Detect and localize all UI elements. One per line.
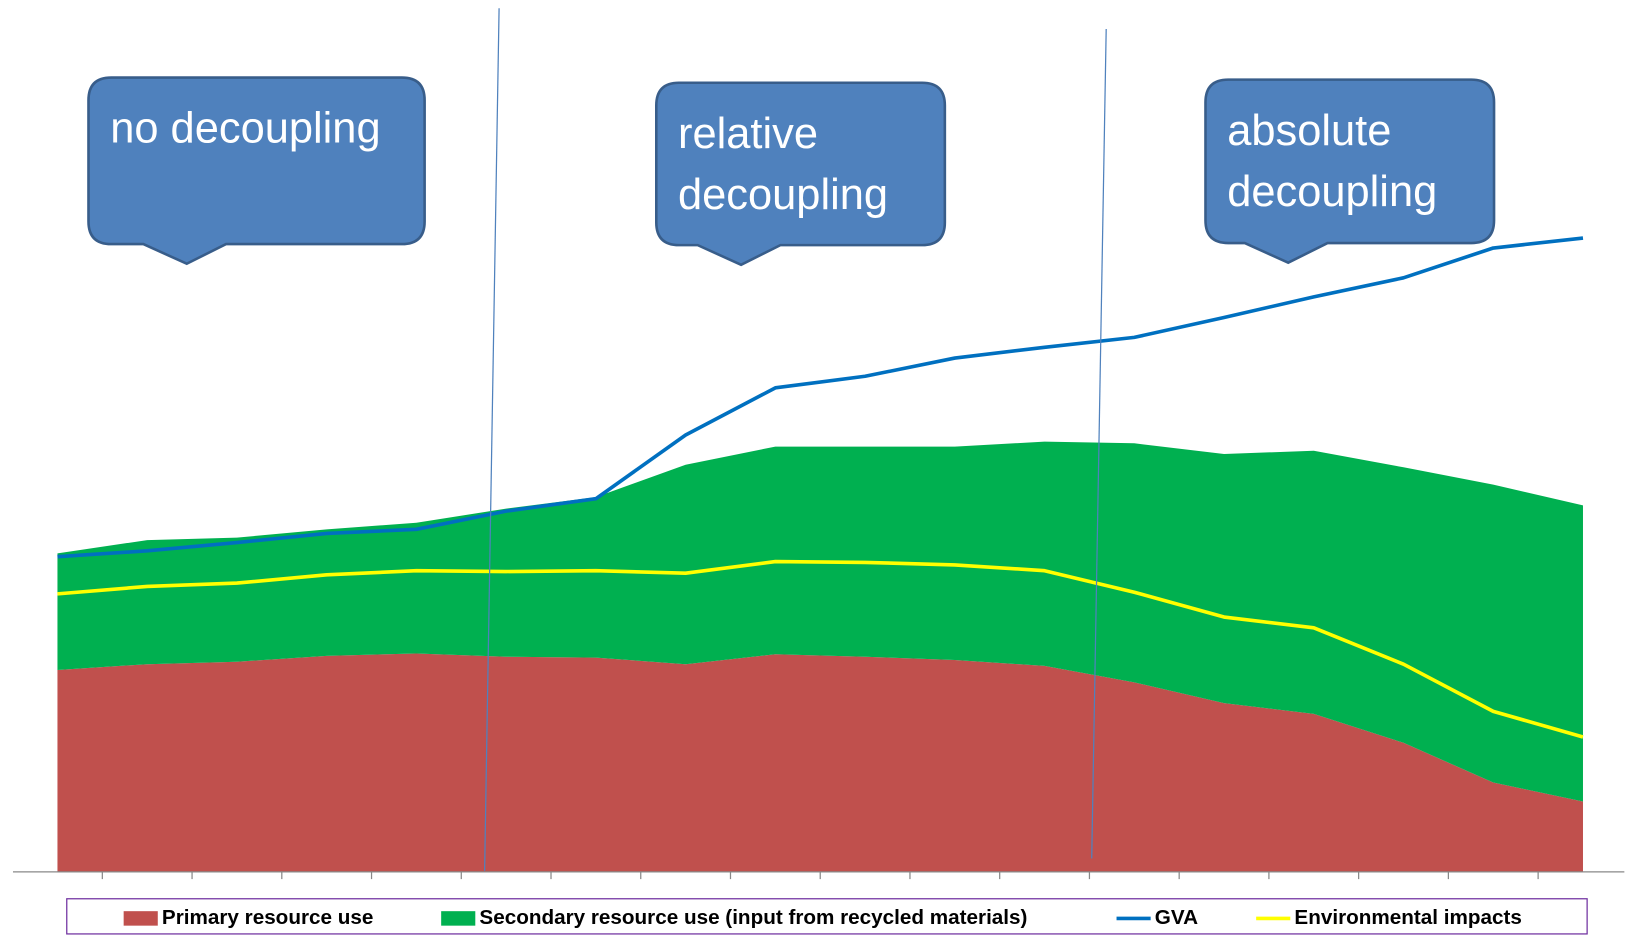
callout-text: absolute: [1227, 107, 1391, 155]
phase-divider: [483, 8, 500, 871]
callout-text: decoupling: [678, 171, 888, 219]
x-ticks: [101, 871, 1539, 880]
callout: [1204, 78, 1496, 265]
line: [57, 559, 1584, 739]
legend-label: Primary resource use: [162, 906, 373, 929]
plot: [57, 236, 1584, 872]
area: [57, 653, 1583, 872]
callout: [655, 81, 947, 267]
legend-swatch: [441, 911, 476, 926]
callout-text: decoupling: [1227, 168, 1437, 216]
callout-text: relative: [678, 110, 818, 158]
legend-box: [66, 898, 1588, 935]
callout: [87, 76, 426, 266]
phase-divider: [1091, 28, 1107, 859]
callout-text: no decoupling: [110, 105, 380, 153]
legend: Primary resource use Secondary resource u…: [123, 906, 1522, 929]
legend-label: GVA: [1155, 906, 1198, 929]
area: [57, 441, 1583, 802]
callouts: no decoupling relative decoupling absolute d…: [87, 76, 1496, 267]
legend-swatch: [123, 911, 158, 926]
legend-label: Environmental impacts: [1294, 906, 1521, 929]
legend-label: Secondary resource use (input from recyc…: [479, 906, 1027, 929]
line: [57, 236, 1584, 559]
